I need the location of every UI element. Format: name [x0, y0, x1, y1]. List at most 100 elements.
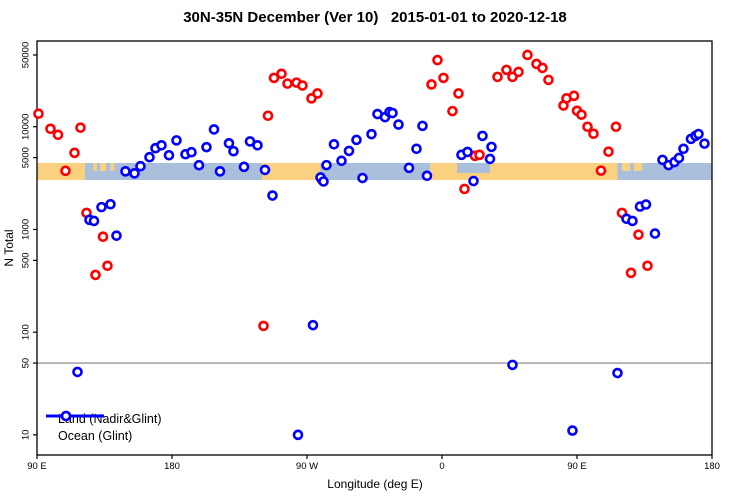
- ocean-point: [238, 161, 250, 173]
- land-point: [474, 149, 485, 161]
- land-point: [642, 260, 653, 272]
- ocean-point: [627, 215, 638, 227]
- legend-item-ocean: Ocean (Glint): [44, 410, 162, 444]
- land-point: [102, 260, 113, 272]
- ocean-point: [699, 138, 710, 149]
- land-point: [312, 88, 323, 99]
- ocean-point: [72, 366, 83, 378]
- ocean-point: [484, 153, 496, 165]
- y-tick-label: 50000: [21, 42, 32, 68]
- x-tick-label: 180: [704, 461, 720, 472]
- land-point: [97, 231, 109, 243]
- ocean-point: [567, 425, 578, 436]
- land-point: [453, 88, 464, 99]
- ocean-point: [318, 176, 329, 187]
- ocean-point: [307, 319, 319, 331]
- ocean-point: [96, 201, 107, 213]
- map-strip-island: [93, 163, 97, 171]
- land-point: [447, 105, 458, 117]
- land-point: [568, 90, 580, 102]
- ocean-point: [193, 159, 205, 171]
- land-point: [90, 269, 101, 281]
- ocean-point: [477, 130, 488, 142]
- y-axis-title: N Total: [2, 229, 16, 267]
- land-point: [459, 183, 470, 195]
- ocean-point: [387, 107, 398, 119]
- land-point: [582, 121, 593, 133]
- ocean-point: [88, 215, 100, 227]
- ocean-point: [673, 152, 685, 164]
- ocean-point: [105, 198, 116, 210]
- land-point: [438, 72, 449, 84]
- y-tick-label: 5000: [21, 147, 32, 168]
- ocean-point: [156, 139, 167, 151]
- y-tick-label: 10000: [21, 114, 32, 140]
- ocean-point: [366, 128, 377, 140]
- ocean-point: [411, 143, 422, 155]
- land-point: [258, 320, 269, 332]
- ocean-point: [328, 138, 340, 150]
- land-point: [543, 74, 554, 86]
- land-point: [588, 128, 599, 140]
- land-point: [297, 80, 308, 91]
- ocean-point: [351, 134, 362, 146]
- ocean-point: [393, 119, 404, 130]
- map-strip-island: [622, 163, 631, 171]
- ocean-point: [486, 141, 497, 153]
- ocean-point: [403, 162, 415, 174]
- land-point: [625, 267, 637, 279]
- ocean-point: [259, 164, 271, 176]
- land-point: [610, 121, 622, 133]
- ocean-point: [120, 166, 131, 177]
- ocean-point: [135, 160, 146, 172]
- map-strip-notch: [457, 163, 490, 173]
- ocean-point: [468, 175, 479, 187]
- ocean-point: [640, 199, 652, 210]
- x-tick-label: 0: [439, 461, 444, 472]
- ocean-point: [462, 146, 473, 158]
- land-point: [262, 110, 274, 122]
- land-point: [33, 108, 44, 120]
- land-point: [603, 146, 614, 157]
- x-tick-label: 180: [164, 461, 180, 472]
- ocean-point: [171, 135, 182, 146]
- land-point: [595, 165, 607, 176]
- land-point: [282, 78, 293, 89]
- land-point: [492, 71, 503, 83]
- ocean-point: [612, 367, 623, 379]
- y-tick-label: 500: [21, 252, 32, 268]
- ocean-point: [214, 166, 226, 177]
- y-tick-label: 100: [21, 324, 32, 340]
- ocean-point: [678, 143, 689, 155]
- ocean-point: [228, 145, 239, 157]
- chart-title: 30N-35N December (Ver 10) 2015-01-01 to …: [183, 9, 567, 26]
- land-point: [513, 66, 524, 78]
- ocean-point: [649, 228, 661, 239]
- legend: Land (Nadir&Glint) Ocean (Glint): [44, 410, 162, 444]
- land-point: [276, 68, 287, 80]
- map-strip-island: [634, 163, 643, 171]
- land-point: [52, 129, 64, 141]
- ocean-point: [343, 145, 355, 157]
- y-tick-label: 50: [21, 358, 32, 369]
- land-point: [75, 122, 86, 133]
- ocean-point: [201, 141, 212, 153]
- land-point: [268, 72, 280, 84]
- ocean-point: [129, 168, 140, 179]
- legend-label-ocean: Ocean (Glint): [58, 428, 133, 443]
- map-strip-island: [100, 163, 106, 171]
- ocean-point: [252, 139, 263, 151]
- land-point: [576, 109, 587, 121]
- land-point: [537, 62, 548, 74]
- x-tick-label: 90 W: [296, 461, 318, 472]
- x-axis-title: Longitude (deg E): [327, 477, 423, 491]
- ocean-point: [111, 230, 122, 241]
- ocean-point: [208, 124, 220, 135]
- ocean-point: [336, 155, 347, 167]
- land-point: [522, 49, 533, 61]
- map-strip-land: [262, 163, 321, 180]
- plot-border: [36, 40, 713, 456]
- map-strip-island: [110, 163, 115, 171]
